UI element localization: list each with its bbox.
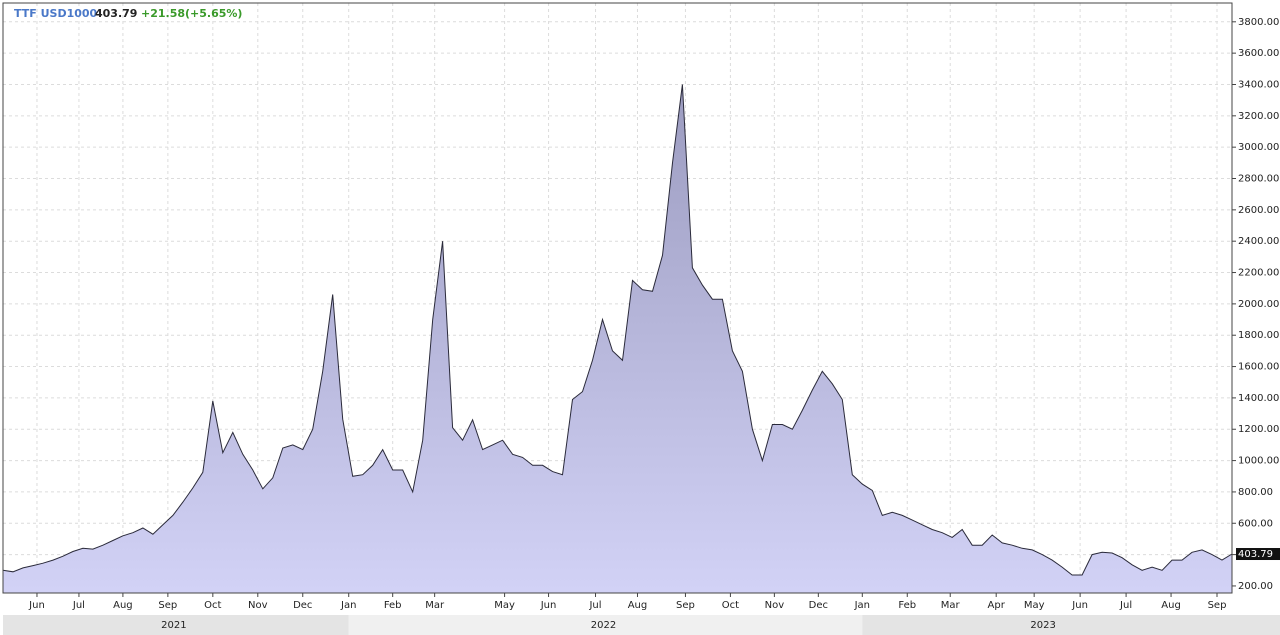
x-tick-label: Jun bbox=[28, 600, 45, 611]
x-tick-label: May bbox=[494, 600, 515, 611]
year-band bbox=[348, 615, 863, 635]
x-tick-label: Nov bbox=[248, 600, 268, 611]
x-tick-label: Mar bbox=[425, 600, 445, 611]
area-fill bbox=[3, 84, 1232, 593]
year-label: 2022 bbox=[591, 620, 616, 631]
x-tick-label: Mar bbox=[941, 600, 961, 611]
price-line bbox=[2, 84, 1233, 576]
x-tick-label: Dec bbox=[293, 600, 312, 611]
year-band bbox=[862, 615, 1280, 635]
year-band bbox=[3, 615, 349, 635]
x-tick-label: Jun bbox=[1071, 600, 1088, 611]
y-tick-label: 3200.00 bbox=[1238, 111, 1279, 122]
y-tick-label: 2400.00 bbox=[1238, 236, 1279, 247]
last-value-label: 403.79 bbox=[1238, 549, 1273, 560]
y-tick-label: 1400.00 bbox=[1238, 393, 1279, 404]
y-tick-label: 1200.00 bbox=[1238, 424, 1279, 435]
y-tick-label: 1800.00 bbox=[1238, 330, 1279, 341]
x-tick-label: Oct bbox=[204, 600, 221, 611]
x-tick-label: Jul bbox=[588, 600, 601, 611]
x-tick-label: Sep bbox=[1208, 600, 1227, 611]
y-tick-label: 3600.00 bbox=[1238, 48, 1279, 59]
x-tick-label: Nov bbox=[765, 600, 785, 611]
y-tick-label: 3000.00 bbox=[1238, 142, 1279, 153]
last-price: 403.79 bbox=[95, 7, 137, 20]
x-tick-label: Jun bbox=[540, 600, 557, 611]
symbol: TTF USD1000 bbox=[14, 7, 98, 20]
x-tick-label: Sep bbox=[158, 600, 177, 611]
y-tick-label: 2000.00 bbox=[1238, 299, 1279, 310]
x-tick-label: Feb bbox=[898, 600, 916, 611]
y-tick-label: 1600.00 bbox=[1238, 362, 1279, 373]
y-tick-label: 2600.00 bbox=[1238, 205, 1279, 216]
y-tick-label: 600.00 bbox=[1238, 518, 1273, 529]
x-tick-label: May bbox=[1024, 600, 1045, 611]
x-tick-label: Jan bbox=[340, 600, 356, 611]
year-label: 2023 bbox=[1030, 620, 1055, 631]
y-tick-label: 2200.00 bbox=[1238, 268, 1279, 279]
x-tick-label: Jul bbox=[1119, 600, 1132, 611]
year-label: 2021 bbox=[161, 620, 186, 631]
y-tick-label: 3400.00 bbox=[1238, 79, 1279, 90]
x-tick-label: Jul bbox=[72, 600, 85, 611]
x-tick-label: Sep bbox=[676, 600, 695, 611]
x-tick-label: Oct bbox=[722, 600, 739, 611]
y-tick-label: 3800.00 bbox=[1238, 17, 1279, 28]
x-tick-label: Aug bbox=[1161, 600, 1181, 611]
x-tick-label: Feb bbox=[384, 600, 402, 611]
y-tick-label: 2800.00 bbox=[1238, 174, 1279, 185]
y-tick-label: 1000.00 bbox=[1238, 456, 1279, 467]
x-tick-label: Aug bbox=[113, 600, 133, 611]
x-tick-label: Jan bbox=[854, 600, 870, 611]
x-tick-label: Aug bbox=[628, 600, 648, 611]
x-tick-label: Apr bbox=[988, 600, 1006, 611]
y-tick-label: 800.00 bbox=[1238, 487, 1273, 498]
price-change: +21.58(+5.65%) bbox=[141, 7, 242, 20]
last-value-tag bbox=[1236, 548, 1280, 561]
y-tick-label: 200.00 bbox=[1238, 581, 1273, 592]
x-tick-label: Dec bbox=[809, 600, 828, 611]
axis-strip bbox=[0, 594, 1280, 615]
plot-frame bbox=[2, 2, 1233, 594]
